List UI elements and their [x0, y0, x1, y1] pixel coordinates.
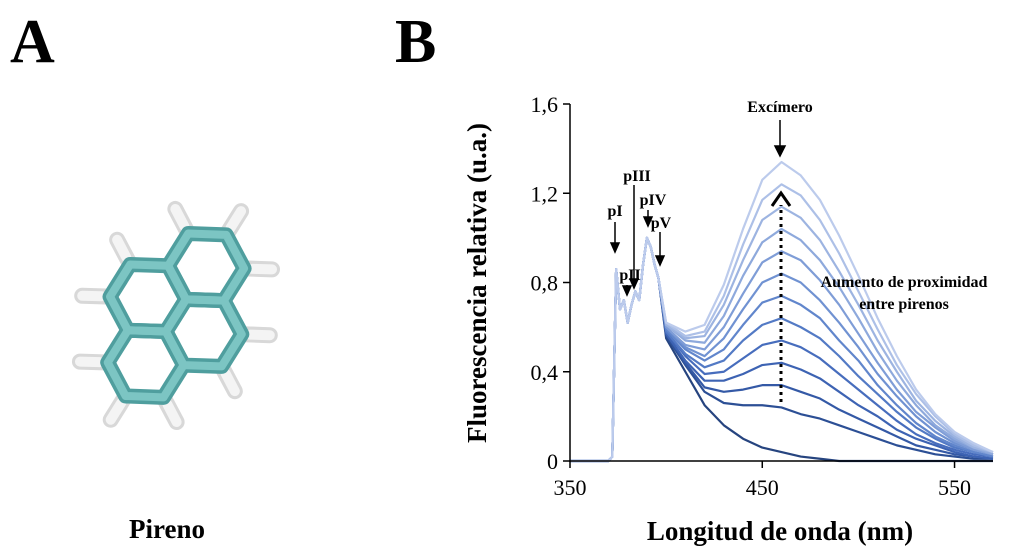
y-tick-label: 0: [547, 449, 558, 474]
y-tick-label: 0,4: [531, 360, 559, 385]
panel-label: A: [10, 8, 55, 76]
annotation: pI: [607, 203, 622, 220]
x-tick-label: 350: [554, 475, 587, 500]
annotation: pV: [651, 215, 672, 232]
annotation: Aumento de proximidad: [821, 274, 988, 291]
annotation: pIII: [623, 168, 651, 185]
y-tick-label: 0,8: [531, 271, 559, 296]
figure: A B Pireno Longitud de onda (nm) Fluores: [0, 0, 1013, 546]
x-tick-label: 550: [938, 475, 971, 500]
y-tick-label: 1,6: [531, 92, 559, 117]
y-tick-label: 1,2: [531, 181, 559, 206]
annotation: entre pirenos: [859, 296, 949, 313]
annotation: pIV: [640, 192, 667, 209]
panel-label: B: [395, 8, 436, 76]
y-axis-label: Fluorescencia relativa (u.a.): [462, 123, 492, 443]
annotation: pII: [619, 267, 640, 284]
molecule: [34, 163, 317, 467]
annotation: Excímero: [747, 99, 812, 116]
x-tick-label: 450: [746, 475, 779, 500]
caption: Pireno: [129, 514, 205, 544]
x-axis-label: Longitud de onda (nm): [647, 516, 913, 546]
